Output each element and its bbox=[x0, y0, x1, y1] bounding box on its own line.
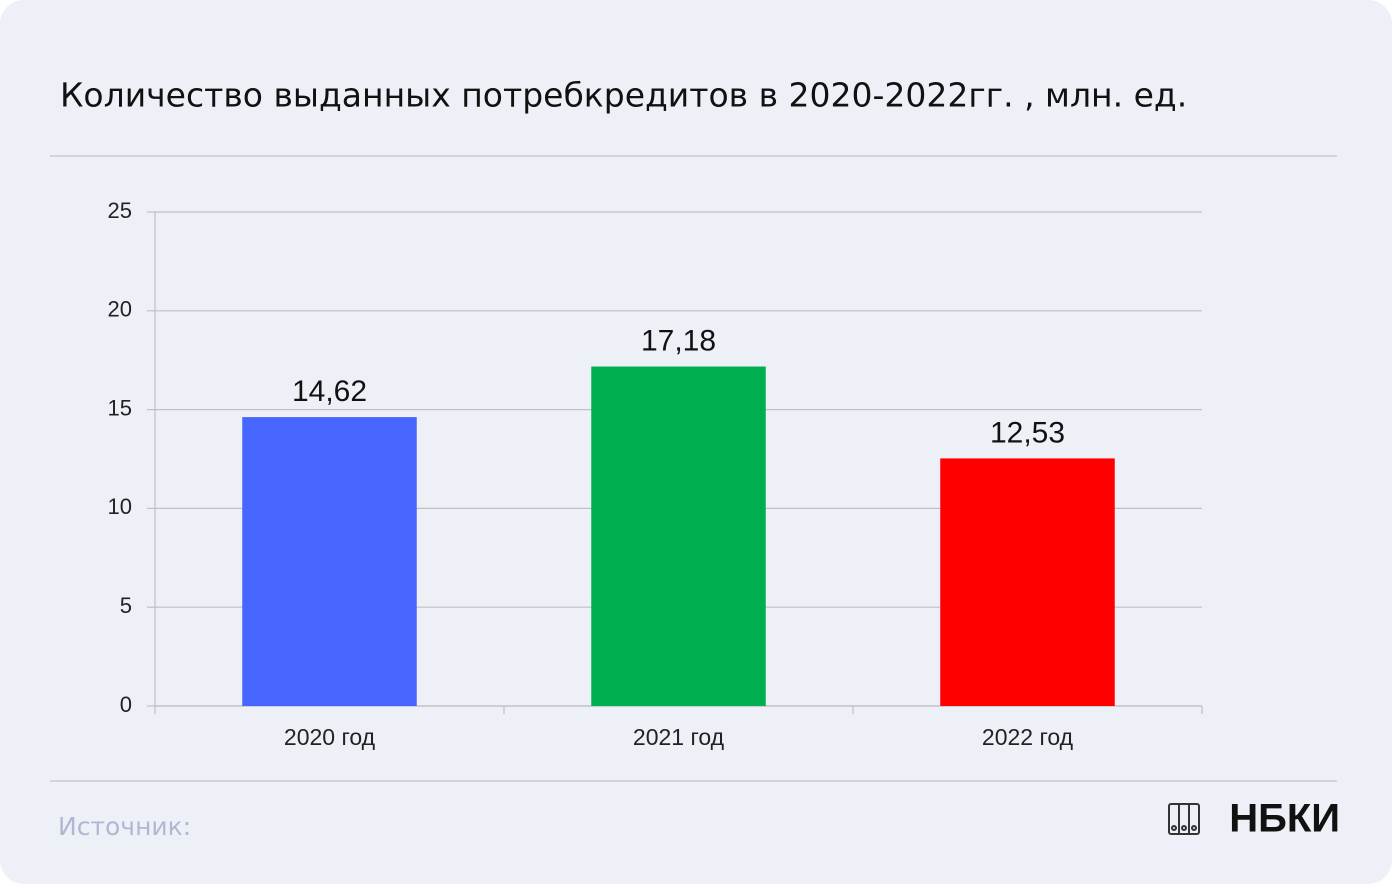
data-label: 12,53 bbox=[990, 416, 1065, 449]
x-tick-label: 2022 год bbox=[982, 724, 1074, 750]
bar bbox=[242, 417, 417, 706]
x-tick-label: 2021 год bbox=[633, 724, 725, 750]
y-tick-label: 0 bbox=[120, 692, 132, 717]
data-label: 17,18 bbox=[641, 324, 716, 357]
y-tick-label: 10 bbox=[108, 494, 132, 519]
data-label: 14,62 bbox=[292, 375, 367, 408]
bar bbox=[591, 366, 766, 706]
logo-icon bbox=[1168, 803, 1200, 835]
bar bbox=[940, 458, 1115, 706]
x-tick-label: 2020 год bbox=[284, 724, 376, 750]
source-label: Источник: bbox=[58, 812, 191, 841]
y-tick-label: 15 bbox=[108, 395, 132, 420]
y-tick-label: 5 bbox=[120, 593, 132, 618]
y-tick-label: 20 bbox=[108, 297, 132, 322]
y-tick-label: 25 bbox=[108, 198, 132, 223]
chart-title: Количество выданных потребкредитов в 202… bbox=[60, 76, 1187, 115]
logo: НБКИ bbox=[1229, 797, 1340, 841]
